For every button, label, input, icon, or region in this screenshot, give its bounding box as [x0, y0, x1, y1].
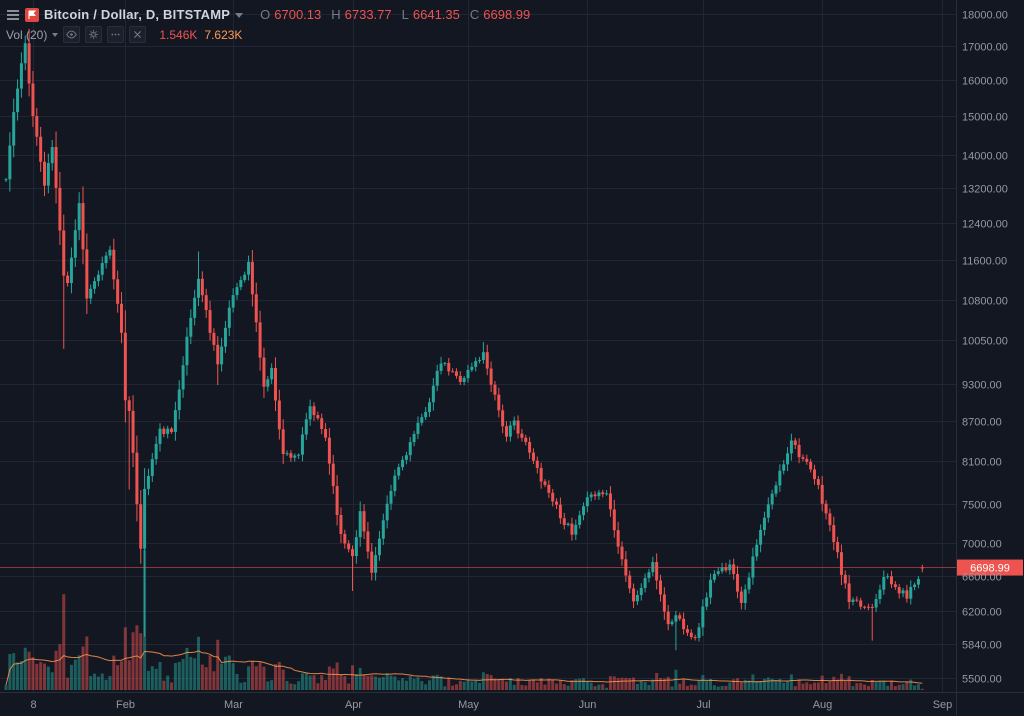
open-label: O: [260, 7, 271, 22]
svg-text:Jul: Jul: [696, 699, 710, 711]
svg-text:13200.00: 13200.00: [962, 184, 1008, 196]
svg-text:8700.00: 8700.00: [962, 417, 1002, 429]
svg-text:6698.99: 6698.99: [970, 563, 1010, 575]
svg-text:Jun: Jun: [579, 699, 597, 711]
svg-text:15000.00: 15000.00: [962, 112, 1008, 124]
symbol-row: Bitcoin / Dollar, D, BITSTAMP O 6700.13 H…: [6, 4, 530, 25]
svg-text:10800.00: 10800.00: [962, 296, 1008, 308]
close-value: 6698.99: [483, 7, 531, 22]
svg-text:5500.00: 5500.00: [962, 674, 1002, 686]
symbol-title[interactable]: Bitcoin / Dollar, D, BITSTAMP: [44, 7, 231, 22]
svg-text:Sep: Sep: [933, 699, 953, 711]
svg-text:5840.00: 5840.00: [962, 640, 1002, 652]
svg-text:6200.00: 6200.00: [962, 607, 1002, 619]
svg-text:7500.00: 7500.00: [962, 500, 1002, 512]
ohlc-values: O 6700.13 H 6733.77 L 6641.35 C 6698.99: [260, 7, 530, 22]
volume-indicator-label[interactable]: Vol (20): [6, 27, 48, 42]
menu-icon[interactable]: [6, 9, 20, 21]
candles: [4, 28, 924, 651]
svg-text:Feb: Feb: [116, 699, 135, 711]
svg-text:Mar: Mar: [224, 699, 243, 711]
last-price-line: 6698.99: [0, 559, 1023, 576]
high-label: H: [331, 7, 341, 22]
svg-text:9300.00: 9300.00: [962, 380, 1002, 392]
volume-pane: [4, 550, 924, 690]
svg-text:11600.00: 11600.00: [962, 256, 1007, 268]
chevron-down-icon[interactable]: [52, 33, 59, 41]
low-value: 6641.35: [412, 7, 460, 22]
svg-text:May: May: [458, 699, 479, 711]
svg-text:6600.00: 6600.00: [962, 572, 1002, 584]
svg-text:12400.00: 12400.00: [962, 219, 1008, 231]
svg-text:8: 8: [30, 699, 36, 711]
low-label: L: [401, 7, 409, 22]
svg-text:14000.00: 14000.00: [962, 151, 1008, 163]
svg-text:Aug: Aug: [813, 699, 833, 711]
chevron-down-icon[interactable]: [235, 12, 244, 22]
svg-text:18000.00: 18000.00: [962, 10, 1008, 22]
symbol-flag-icon[interactable]: [25, 7, 39, 22]
svg-text:16000.00: 16000.00: [962, 76, 1008, 88]
high-value: 6733.77: [344, 7, 392, 22]
time-axis[interactable]: 8 Feb Mar Apr May Jun Jul Aug Sep: [0, 692, 1024, 712]
price-axis[interactable]: 18000.00 17000.00 16000.00 15000.00 14000.00…: [956, 0, 1008, 716]
delete-x-icon[interactable]: [129, 26, 147, 43]
settings-gear-icon[interactable]: [85, 26, 103, 43]
chart-legend: Bitcoin / Dollar, D, BITSTAMP O 6700.13 H…: [6, 4, 530, 44]
more-options-icon[interactable]: [107, 26, 125, 43]
open-value: 6700.13: [274, 7, 322, 22]
svg-text:Apr: Apr: [345, 699, 362, 711]
svg-text:17000.00: 17000.00: [962, 42, 1008, 54]
close-label: C: [469, 7, 480, 22]
svg-text:10050.00: 10050.00: [962, 336, 1008, 348]
indicator-row: Vol (20) 1.546K 7.623K: [6, 25, 530, 44]
svg-text:7000.00: 7000.00: [962, 539, 1002, 551]
svg-text:8100.00: 8100.00: [962, 457, 1002, 469]
volume-ma-value: 7.623K: [204, 27, 243, 42]
volume-value: 1.546K: [159, 27, 198, 42]
grid-layer: [0, 0, 956, 692]
visibility-eye-icon[interactable]: [63, 26, 81, 43]
